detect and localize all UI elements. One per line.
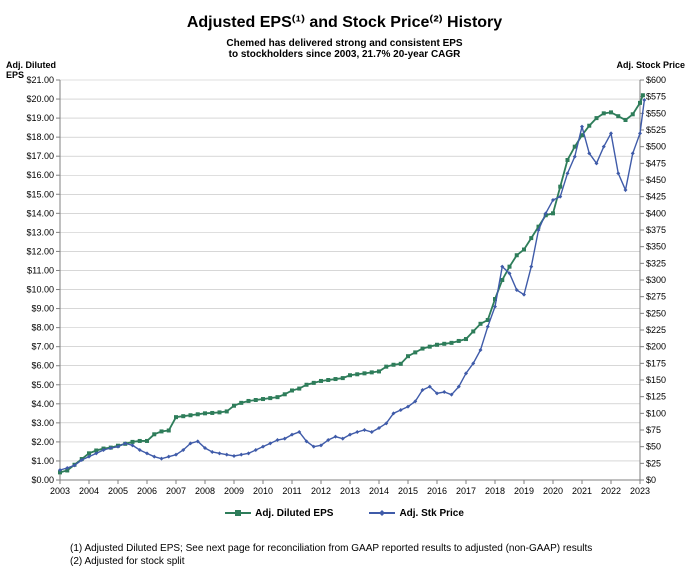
svg-text:$550: $550: [646, 108, 666, 118]
svg-text:$11.00: $11.00: [27, 265, 54, 275]
svg-text:$450: $450: [646, 175, 666, 185]
svg-text:$0: $0: [646, 475, 656, 485]
footnotes: (1) Adjusted Diluted EPS; See next page …: [0, 541, 689, 567]
legend-item: Adj. Stk Price: [369, 508, 463, 519]
svg-text:$600: $600: [646, 75, 666, 85]
svg-text:$350: $350: [646, 242, 666, 252]
legend-item: Adj. Diluted EPS: [225, 508, 333, 519]
svg-text:$225: $225: [646, 325, 666, 335]
svg-text:2009: 2009: [224, 486, 244, 496]
svg-text:$525: $525: [646, 125, 666, 135]
svg-text:$325: $325: [646, 258, 666, 268]
svg-text:2008: 2008: [195, 486, 215, 496]
footnote-2: (2) Adjusted for stock split: [70, 556, 619, 567]
svg-text:$15.00: $15.00: [26, 189, 54, 199]
svg-text:2006: 2006: [137, 486, 157, 496]
svg-text:$25: $25: [646, 458, 661, 468]
svg-text:$375: $375: [646, 225, 666, 235]
svg-text:2013: 2013: [340, 486, 360, 496]
svg-text:$100: $100: [646, 408, 666, 418]
svg-text:$425: $425: [646, 192, 666, 202]
svg-text:$4.00: $4.00: [31, 399, 54, 409]
svg-text:$9.00: $9.00: [31, 304, 54, 314]
svg-text:2010: 2010: [253, 486, 273, 496]
svg-text:$150: $150: [646, 375, 666, 385]
svg-text:2003: 2003: [50, 486, 70, 496]
svg-text:$275: $275: [646, 292, 666, 302]
svg-text:2014: 2014: [369, 486, 389, 496]
svg-text:$14.00: $14.00: [26, 208, 54, 218]
svg-text:$6.00: $6.00: [31, 361, 54, 371]
svg-text:$13.00: $13.00: [26, 227, 54, 237]
svg-text:$175: $175: [646, 358, 666, 368]
svg-text:$3.00: $3.00: [31, 418, 54, 428]
svg-text:2007: 2007: [166, 486, 186, 496]
svg-text:2017: 2017: [456, 486, 476, 496]
svg-text:$2.00: $2.00: [31, 437, 54, 447]
svg-text:$575: $575: [646, 92, 666, 102]
legend-label: Adj. Stk Price: [399, 508, 463, 519]
svg-text:2021: 2021: [572, 486, 592, 496]
svg-text:$5.00: $5.00: [31, 380, 54, 390]
svg-text:2016: 2016: [427, 486, 447, 496]
svg-text:$500: $500: [646, 142, 666, 152]
svg-text:$0.00: $0.00: [31, 475, 54, 485]
svg-text:2011: 2011: [282, 486, 301, 496]
svg-text:2015: 2015: [398, 486, 418, 496]
svg-text:$400: $400: [646, 208, 666, 218]
svg-text:$19.00: $19.00: [26, 113, 54, 123]
svg-text:$250: $250: [646, 308, 666, 318]
svg-text:$12.00: $12.00: [26, 246, 54, 256]
svg-text:$200: $200: [646, 342, 666, 352]
svg-text:$20.00: $20.00: [26, 94, 54, 104]
svg-text:$75: $75: [646, 425, 661, 435]
svg-text:2018: 2018: [485, 486, 505, 496]
svg-text:2019: 2019: [514, 486, 534, 496]
footnote-1: (1) Adjusted Diluted EPS; See next page …: [70, 543, 619, 554]
line-chart: $0.00 $1.00 $2.00 $3.00 $4.00 $5.00 $6.00 $7.00…: [0, 0, 689, 578]
svg-text:$7.00: $7.00: [31, 342, 54, 352]
svg-text:$50: $50: [646, 442, 661, 452]
legend-label: Adj. Diluted EPS: [255, 508, 333, 519]
svg-text:2023: 2023: [630, 486, 650, 496]
svg-text:$300: $300: [646, 275, 666, 285]
svg-text:$17.00: $17.00: [26, 151, 54, 161]
legend: Adj. Diluted EPS Adj. Stk Price: [0, 508, 689, 521]
svg-text:$18.00: $18.00: [26, 132, 54, 142]
svg-text:$475: $475: [646, 158, 666, 168]
svg-text:2022: 2022: [601, 486, 621, 496]
svg-text:$125: $125: [646, 392, 666, 402]
svg-text:$16.00: $16.00: [26, 170, 54, 180]
svg-text:$8.00: $8.00: [31, 323, 54, 333]
svg-text:2005: 2005: [108, 486, 128, 496]
svg-text:2020: 2020: [543, 486, 563, 496]
svg-text:$10.00: $10.00: [26, 285, 54, 295]
svg-text:2012: 2012: [311, 486, 331, 496]
svg-text:2004: 2004: [79, 486, 99, 496]
svg-text:$1.00: $1.00: [31, 456, 54, 466]
svg-text:$21.00: $21.00: [26, 75, 54, 85]
